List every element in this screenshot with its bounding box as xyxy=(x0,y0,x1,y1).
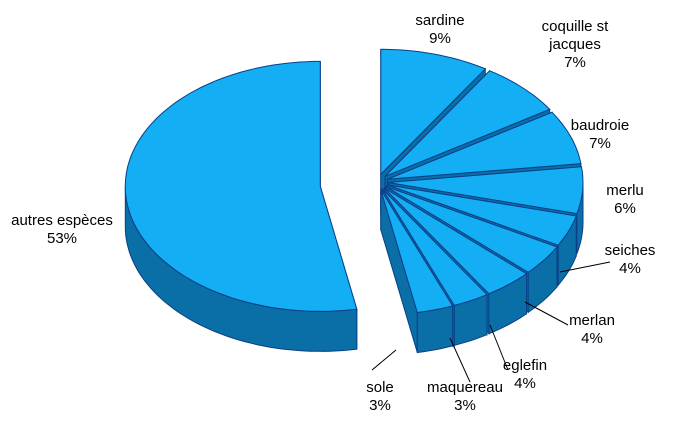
category-label: merlan xyxy=(569,312,615,329)
slice xyxy=(384,70,551,177)
slice xyxy=(380,48,487,176)
category-label: baudroie xyxy=(570,117,630,134)
value-label: 4% xyxy=(514,375,536,392)
slice-label: merlu 6% xyxy=(573,182,677,218)
value-label: 6% xyxy=(614,200,636,217)
slice-label: baudroie 7% xyxy=(548,117,652,153)
category-label: autres espèces xyxy=(11,212,113,229)
slice-label: eglefin 4% xyxy=(473,357,577,393)
category-label: sardine xyxy=(415,12,465,29)
value-label: 9% xyxy=(429,30,451,47)
category-label: merlu xyxy=(606,182,644,199)
category-label: coquille st jacques xyxy=(541,18,609,53)
slice xyxy=(387,166,584,215)
slice-tops xyxy=(124,48,584,314)
leader-line xyxy=(524,301,569,326)
slice xyxy=(124,60,358,312)
value-label: 3% xyxy=(454,397,476,414)
slice-wall xyxy=(416,305,454,354)
slice xyxy=(382,188,488,306)
value-label: 7% xyxy=(589,135,611,152)
leader-line xyxy=(371,349,397,371)
leader-line xyxy=(559,261,611,273)
category-label: maquereau xyxy=(427,379,503,396)
leader-line xyxy=(489,324,509,371)
slice xyxy=(387,184,577,246)
slice-label: autres espèces 53% xyxy=(0,212,127,248)
slice-label: maquereau 3% xyxy=(413,379,517,415)
slice-label: merlan 4% xyxy=(540,312,644,348)
category-label: seiches xyxy=(604,242,656,259)
slice xyxy=(385,186,558,273)
slice-label: sole 3% xyxy=(328,379,432,415)
slice xyxy=(380,189,454,314)
slice xyxy=(384,187,528,295)
category-label: eglefin xyxy=(502,357,548,374)
slice-label: sardine 9% xyxy=(388,12,492,48)
category-label: sole xyxy=(366,379,394,396)
slice-label: coquille st jacques 7% xyxy=(523,18,627,72)
value-label: 7% xyxy=(564,54,586,71)
leader-line xyxy=(449,337,471,383)
value-label: 4% xyxy=(581,330,603,347)
value-label: 3% xyxy=(369,397,391,414)
slice-label: seiches 4% xyxy=(578,242,677,278)
value-label: 4% xyxy=(619,260,641,277)
slice xyxy=(387,111,582,180)
value-label: 53% xyxy=(46,230,78,247)
